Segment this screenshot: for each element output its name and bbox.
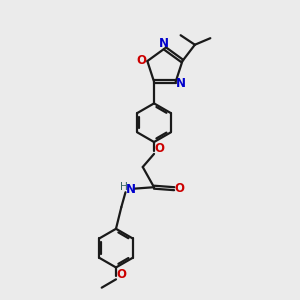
- Text: N: N: [176, 77, 186, 90]
- Text: N: N: [126, 183, 136, 196]
- Text: O: O: [174, 182, 184, 195]
- Text: O: O: [154, 142, 164, 155]
- Text: N: N: [159, 37, 169, 50]
- Text: O: O: [136, 54, 146, 67]
- Text: O: O: [116, 268, 126, 281]
- Text: H: H: [120, 182, 128, 192]
